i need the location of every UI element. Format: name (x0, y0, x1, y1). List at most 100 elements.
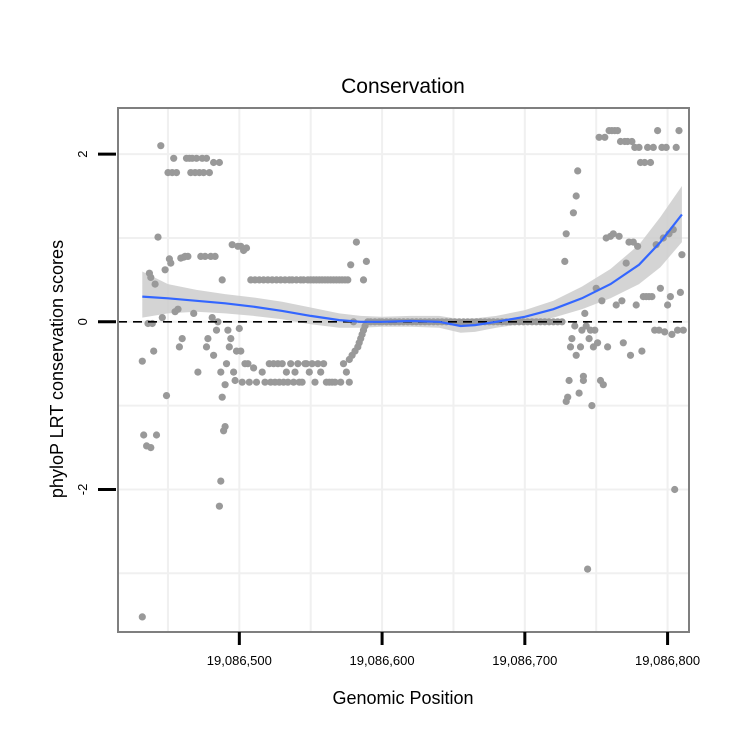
data-point (202, 343, 211, 351)
data-point (347, 261, 355, 269)
data-point (644, 143, 652, 151)
data-point (210, 158, 218, 167)
data-point (595, 133, 603, 141)
data-point (581, 309, 589, 317)
data-point (594, 339, 602, 347)
data-point (194, 368, 202, 376)
data-point (162, 392, 171, 400)
data-point (244, 360, 252, 368)
data-point (311, 378, 319, 386)
data-point (339, 360, 348, 368)
data-point (147, 273, 155, 281)
grid-layer (118, 108, 689, 632)
data-point (228, 241, 236, 249)
data-point (211, 252, 219, 260)
data-point (261, 378, 269, 386)
data-point (362, 257, 370, 265)
data-point (576, 343, 585, 351)
data-point (572, 351, 580, 359)
data-point (138, 613, 146, 621)
data-point (564, 393, 572, 401)
data-point (569, 209, 578, 217)
data-point (666, 293, 675, 301)
data-point (609, 230, 617, 238)
data-point (218, 393, 226, 401)
data-point (662, 143, 670, 151)
data-point (140, 431, 148, 439)
x-tick-label: 19,086,800 (635, 653, 700, 668)
data-point (204, 335, 212, 343)
data-point (562, 230, 570, 238)
data-point (158, 314, 166, 322)
data-point (152, 431, 161, 439)
data-point (224, 326, 232, 334)
data-point (579, 372, 588, 380)
data-point (626, 351, 635, 359)
data-point (652, 241, 660, 249)
data-point (648, 293, 656, 301)
data-point (661, 328, 669, 336)
data-point (138, 357, 146, 365)
data-point (178, 335, 186, 343)
data-point (237, 347, 245, 355)
data-point (676, 288, 685, 296)
data-point (655, 326, 663, 334)
data-point (242, 244, 251, 252)
data-point (618, 297, 626, 305)
points-layer (138, 127, 687, 621)
data-point (210, 351, 218, 359)
data-point (572, 192, 580, 200)
data-point (202, 154, 211, 162)
data-point (622, 259, 630, 267)
x-tick-label: 19,086,500 (207, 653, 272, 668)
data-point (574, 167, 582, 175)
data-point (671, 485, 679, 494)
x-tick-label: 19,086,600 (350, 653, 415, 668)
data-point (566, 343, 575, 351)
data-point (221, 381, 229, 389)
data-point (175, 343, 183, 351)
data-point (184, 252, 192, 260)
data-point (282, 368, 290, 376)
data-point (585, 335, 593, 343)
data-point (568, 335, 576, 343)
data-point (619, 339, 627, 347)
data-point (161, 266, 169, 274)
confidence-band (142, 186, 682, 333)
data-point (575, 389, 583, 397)
data-point (344, 276, 352, 284)
data-point (245, 378, 253, 386)
data-point (217, 477, 225, 485)
data-point (287, 360, 295, 368)
data-point (200, 169, 208, 177)
data-point (638, 347, 646, 355)
data-point (308, 360, 316, 368)
data-point (632, 301, 640, 309)
data-point (674, 326, 682, 334)
data-point (678, 251, 686, 259)
y-tick-label: 2 (75, 150, 90, 157)
data-point (664, 301, 672, 309)
data-point (668, 330, 676, 338)
x-tick-label: 19,086,700 (492, 653, 557, 668)
data-point (212, 326, 221, 334)
data-point (190, 309, 198, 317)
smooth-trend-line (142, 213, 683, 328)
data-point (634, 242, 642, 250)
data-point (635, 143, 643, 151)
data-point (290, 378, 298, 386)
data-point (614, 127, 622, 135)
data-point (571, 322, 579, 330)
data-point (646, 158, 655, 167)
data-point (359, 276, 368, 284)
data-point (628, 137, 636, 146)
data-point (672, 143, 680, 151)
y-tick-label: -2 (75, 484, 90, 496)
data-point (561, 257, 569, 265)
chart-title: Conservation (341, 75, 465, 98)
panel-border (117, 107, 690, 633)
data-point (170, 154, 178, 162)
data-point (201, 252, 209, 260)
data-point (654, 127, 662, 135)
data-point (218, 276, 226, 284)
